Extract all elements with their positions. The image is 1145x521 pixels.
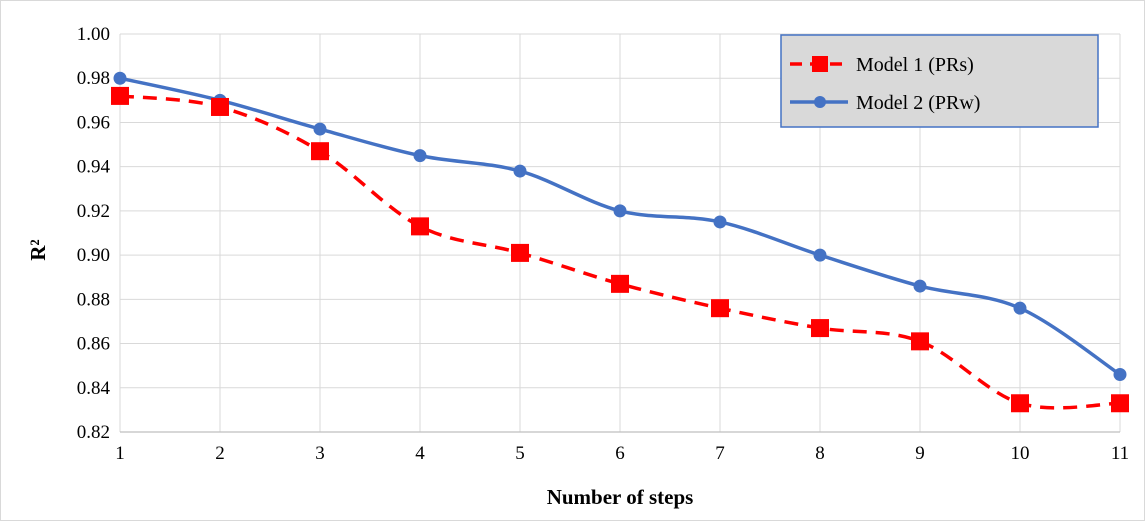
data-point-circle <box>413 149 427 163</box>
legend-marker-circle <box>814 96 826 108</box>
axes: 0.82 0.84 0.86 0.88 0.90 0.92 0.94 0.96 0.98 1.00… <box>77 24 1129 464</box>
data-point-square <box>611 274 629 293</box>
data-point-circle <box>1013 301 1027 315</box>
data-point-circle <box>313 122 327 136</box>
y-tick-label: 0.82 <box>77 422 110 443</box>
x-tick-label: 5 <box>515 443 525 464</box>
x-tick-label: 4 <box>415 443 425 464</box>
y-tick-label: 0.98 <box>77 68 110 89</box>
data-point-circle <box>813 248 827 262</box>
x-tick-label: 2 <box>215 443 225 464</box>
series-1 <box>111 86 1129 413</box>
y-axis-title: R² <box>26 239 50 260</box>
data-point-square <box>211 97 229 116</box>
data-point-circle <box>613 204 627 218</box>
series-2 <box>113 71 1127 382</box>
legend-marker-square <box>812 56 828 72</box>
x-tick-label: 3 <box>315 443 325 464</box>
y-tick-label: 0.90 <box>77 245 110 266</box>
y-tick-label: 0.96 <box>77 112 110 133</box>
legend-label-model-1: Model 1 (PRs) <box>856 54 974 76</box>
x-tick-label: 1 <box>115 443 125 464</box>
legend: Model 1 (PRs) Model 2 (PRw) <box>780 34 1099 128</box>
y-tick-label: 0.86 <box>77 334 110 355</box>
data-point-square <box>411 217 429 236</box>
y-tick-label: 1.00 <box>77 24 110 45</box>
legend-label-model-2: Model 2 (PRw) <box>856 92 980 114</box>
data-point-circle <box>913 279 927 293</box>
y-tick-label: 0.84 <box>77 378 111 399</box>
y-tick-label: 0.88 <box>77 289 110 310</box>
y-tick-label: 0.92 <box>77 201 110 222</box>
x-axis-title: Number of steps <box>547 485 694 509</box>
x-tick-label: 7 <box>715 443 725 464</box>
data-point-square <box>811 319 829 338</box>
data-point-circle <box>113 71 127 85</box>
legend-box <box>780 34 1099 128</box>
y-tick-label: 0.94 <box>77 157 111 178</box>
series-lines <box>111 71 1129 413</box>
data-point-square <box>1111 394 1129 413</box>
data-point-square <box>311 142 329 161</box>
x-tick-label: 11 <box>1111 443 1129 464</box>
data-point-circle <box>513 164 527 178</box>
x-tick-label: 6 <box>615 443 625 464</box>
data-point-square <box>511 243 529 262</box>
x-tick-label: 8 <box>815 443 825 464</box>
data-point-square <box>911 332 929 351</box>
data-point-square <box>111 86 129 105</box>
data-point-square <box>711 299 729 318</box>
data-point-square <box>1011 394 1029 413</box>
x-tick-label: 9 <box>915 443 925 464</box>
data-point-circle <box>1113 368 1127 382</box>
data-point-circle <box>713 215 727 229</box>
x-tick-label: 10 <box>1011 443 1030 464</box>
